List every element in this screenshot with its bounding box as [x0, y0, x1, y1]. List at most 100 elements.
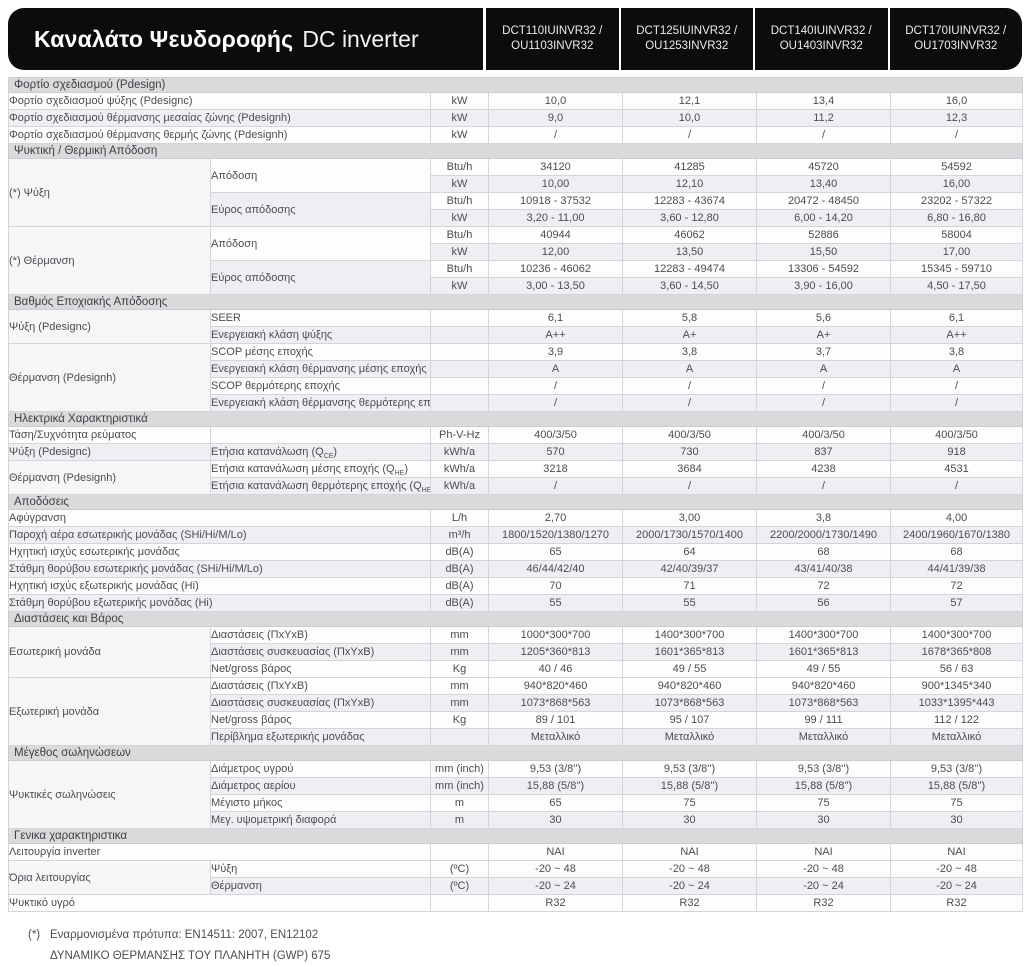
cell-value: 940*820*460 [622, 677, 757, 695]
cell-value: / [756, 394, 891, 412]
cell-value: 1073*868*563 [488, 694, 623, 712]
cell-value: 30 [889, 811, 1024, 829]
cell-value: -20 ~ 24 [889, 877, 1024, 895]
row-label: Ηχητική ισχύς εσωτερικής μονάδας [8, 543, 431, 561]
cell-value: 52886 [756, 226, 891, 244]
spec-row: Στάθμη θορύβου εξωτερικής μονάδας (Hi) dB… [8, 594, 1024, 612]
cell-value: / [622, 377, 757, 395]
cell-value: -20 ~ 48 [756, 860, 891, 878]
spec-row: (*) Θέρμανση Απόδοση Btu/h 40944 46062 52886 5… [8, 226, 1024, 295]
cell-value: 64 [622, 543, 757, 561]
row-sublabel: Μεγ. υψομετρική διαφορά [210, 811, 431, 829]
cell-value: -20 ~ 24 [622, 877, 757, 895]
spec-row: (*) Ψύξη Απόδοση Btu/h 34120 41285 45720 54592 [8, 158, 1024, 227]
section-header: Ηλεκτρικά Χαρακτηριστικά [7, 411, 1024, 427]
cell-value: 15345 - 59710 [889, 260, 1024, 278]
cell-value: 940*820*460 [756, 677, 891, 695]
cell-value: 400/3/50 [622, 426, 757, 444]
spec-row: Διαστάσεις συσκευασίας (ΠxΥxΒ) mm 1205*360… [8, 643, 1024, 661]
row-sublabel: Ετήσια κατανάλωση μέσης εποχής (QHE) [210, 460, 431, 478]
cell-value: -20 ~ 24 [488, 877, 623, 895]
spec-row: Ψύξη (Pdesignc) SEER 6,1 5,8 5,6 6,1 [8, 309, 1024, 344]
cell-value: 46/44/42/40 [488, 560, 623, 578]
cell-value: R32 [488, 894, 623, 912]
cell-value: 70 [488, 577, 623, 595]
cell-value: / [756, 377, 891, 395]
cell-value: 4531 [889, 460, 1024, 478]
cell-value: 44/41/39/38 [889, 560, 1024, 578]
cell-value: 3218 [488, 460, 623, 478]
section-row: Διαστάσεις και Βάρος [7, 611, 1024, 627]
row-label: Φορτίο σχεδιασμού θέρμανσης θερμής ζώνης… [8, 126, 431, 144]
row-sublabel: Ετήσια κατανάλωση θερμότερης εποχής (QHE… [210, 477, 431, 495]
section-row: Ηλεκτρικά Χαρακτηριστικά [7, 411, 1024, 427]
spec-row: Θέρμανση (ºC) -20 ~ 24 -20 ~ 24 -20 ~ 24 -20 … [8, 877, 1024, 895]
cell-value: 3,90 - 16,00 [756, 277, 891, 295]
section-row: Μέγεθος σωληνώσεων [7, 745, 1024, 761]
cell-value: 400/3/50 [889, 426, 1024, 444]
section-header: Φορτίο σχεδιασμού (Pdesign) [7, 77, 1024, 93]
section-header: Διαστάσεις και Βάρος [7, 611, 1024, 627]
section-header: Ψυκτική / Θερμική Απόδοση [7, 143, 1024, 159]
row-group-label: Θέρμανση (Pdesignh) [8, 343, 211, 412]
row-unit [430, 894, 489, 912]
cell-value: 918 [889, 443, 1024, 461]
row-unit [430, 309, 489, 327]
cell-value: 41285 [622, 158, 757, 176]
spec-row: Ενεργειακή κλάση θέρμανσης θερμότερης επ… [8, 394, 1024, 412]
footnote: (*) Εναρμονισμένα πρότυπα: EN14511: 2007… [8, 925, 1022, 967]
cell-value: 71 [622, 577, 757, 595]
section-header: Μέγεθος σωληνώσεων [7, 745, 1024, 761]
row-unit: Kg [430, 660, 489, 678]
row-unit: dB(A) [430, 594, 489, 612]
cell-value: 3,8 [756, 509, 891, 527]
cell-value: 1073*868*563 [756, 694, 891, 712]
row-unit: (ºC) [430, 860, 489, 878]
row-unit: mm (inch) [430, 777, 489, 795]
row-unit [430, 728, 489, 746]
cell-value: 3684 [622, 460, 757, 478]
cell-value: 10918 - 37532 [488, 192, 623, 210]
cell-value: 15,88 (5/8'') [622, 777, 757, 795]
spec-row: Εύρος απόδοσης Btu/h 10236 - 46062 12283 - … [8, 260, 1024, 295]
cell-value: 3,60 - 12,80 [622, 209, 757, 227]
row-unit: Ph-V-Hz [430, 426, 489, 444]
row-label: Παροχή αέρα εσωτερικής μονάδας (SHi/Hi/M… [8, 526, 431, 544]
row-group-label: Εσωτερική μονάδα [8, 626, 211, 678]
cell-value: 95 / 107 [622, 711, 757, 729]
model-header-2: DCT125IUINVR32 / OU1253INVR32 [620, 8, 753, 70]
row-label: Λειτουργία inverter [8, 843, 431, 861]
row-sublabel: Ψύξη [210, 860, 431, 878]
section-row: Αποδόσεις [7, 494, 1024, 510]
cell-value: 30 [756, 811, 891, 829]
row-unit: dB(A) [430, 543, 489, 561]
row-unit [430, 360, 489, 378]
cell-value: 1205*360*813 [488, 643, 623, 661]
row-group-label: Ψυκτικές σωληνώσεις [8, 760, 211, 829]
cell-value: 3,60 - 14,50 [622, 277, 757, 295]
spec-row: SCOP θερμότερης εποχής / / / / [8, 377, 1024, 395]
cell-value: 30 [488, 811, 623, 829]
cell-value: 10,0 [622, 109, 757, 127]
cell-value: 1000*300*700 [488, 626, 623, 644]
cell-value: 13,40 [756, 175, 891, 193]
spec-row: Εξωτερική μονάδα Διαστάσεις (ΠxΥxΒ) mm 940*… [8, 677, 1024, 746]
spec-row: Ψύξη (Pdesignc) Ετήσια κατανάλωση (QCE) kW… [8, 443, 1024, 461]
spec-row: Ηχητική ισχύς εσωτερικής μονάδας dB(A) 65 6… [8, 543, 1024, 561]
cell-value: 1033*1395*443 [889, 694, 1024, 712]
cell-value: 4,50 - 17,50 [889, 277, 1024, 295]
cell-value: 46062 [622, 226, 757, 244]
row-sublabel [210, 426, 431, 444]
model-2-line2: OU1253INVR32 [645, 40, 729, 52]
cell-value: / [622, 394, 757, 412]
cell-value: / [889, 377, 1024, 395]
cell-value: 54592 [889, 158, 1024, 176]
spec-row: Net/gross βάρος Kg 40 / 46 49 / 55 49 / 55 56… [8, 660, 1024, 678]
row-unit [430, 326, 489, 344]
section-row: Φορτίο σχεδιασμού (Pdesign) [7, 77, 1024, 93]
spec-row: Διαστάσεις συσκευασίας (ΠxΥxΒ) mm 1073*868… [8, 694, 1024, 712]
cell-value: 40 / 46 [488, 660, 623, 678]
cell-value: / [889, 126, 1024, 144]
cell-value: 3,7 [756, 343, 891, 361]
cell-value: -20 ~ 48 [488, 860, 623, 878]
